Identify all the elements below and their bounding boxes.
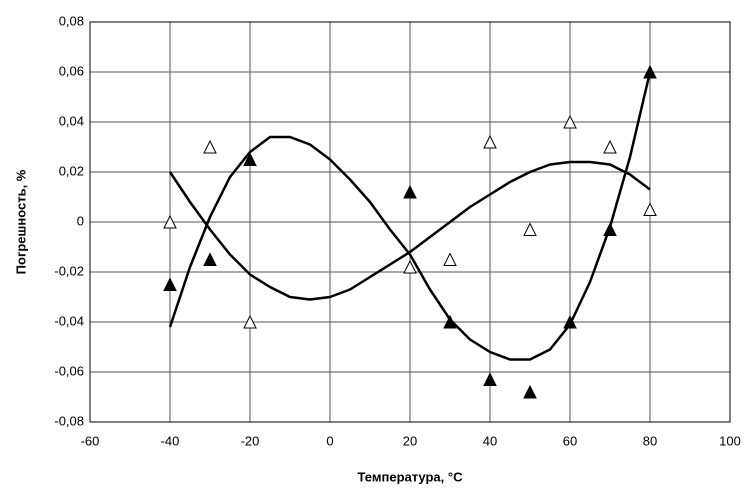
x-tick-label: 40 — [483, 433, 497, 448]
data-point — [243, 152, 257, 166]
data-point — [163, 277, 177, 291]
data-point — [403, 184, 417, 199]
y-tick-label: 0,04 — [59, 113, 84, 128]
y-tick-label: -0,04 — [54, 313, 84, 328]
data-point — [563, 114, 577, 129]
x-axis-title: Температура, °С — [358, 469, 464, 484]
fit-curve — [168, 71, 652, 361]
data-point — [243, 314, 257, 329]
x-tick-label: -20 — [241, 433, 260, 448]
y-tick-label: 0,06 — [59, 63, 84, 78]
x-tick-label: 0 — [326, 433, 333, 448]
x-tick-label: 100 — [719, 433, 741, 448]
y-tick-label: 0,02 — [59, 163, 84, 178]
data-point — [483, 372, 497, 386]
plot-border — [89, 21, 731, 423]
data-point — [203, 252, 217, 266]
y-tick-label: 0,08 — [59, 13, 84, 28]
data-point — [203, 139, 217, 154]
x-tick-label: 20 — [403, 433, 417, 448]
data-point — [163, 214, 177, 229]
data-point — [523, 222, 537, 236]
x-tick-label: 80 — [643, 433, 657, 448]
x-tick-label: 60 — [563, 433, 577, 448]
data-point — [603, 139, 617, 154]
y-axis-title: Погрешность, % — [13, 169, 28, 274]
data-point — [443, 252, 457, 266]
fit-curve — [168, 160, 651, 301]
y-tick-label: -0,06 — [54, 363, 84, 378]
y-tick-label: -0,08 — [54, 413, 84, 428]
data-point — [403, 259, 417, 274]
data-point — [483, 134, 497, 149]
x-tick-label: -60 — [81, 433, 100, 448]
data-point — [523, 384, 537, 399]
y-tick-label: -0,02 — [54, 263, 84, 278]
x-tick-label: -40 — [161, 433, 180, 448]
data-point — [643, 202, 657, 216]
y-tick-label: 0 — [77, 213, 84, 228]
